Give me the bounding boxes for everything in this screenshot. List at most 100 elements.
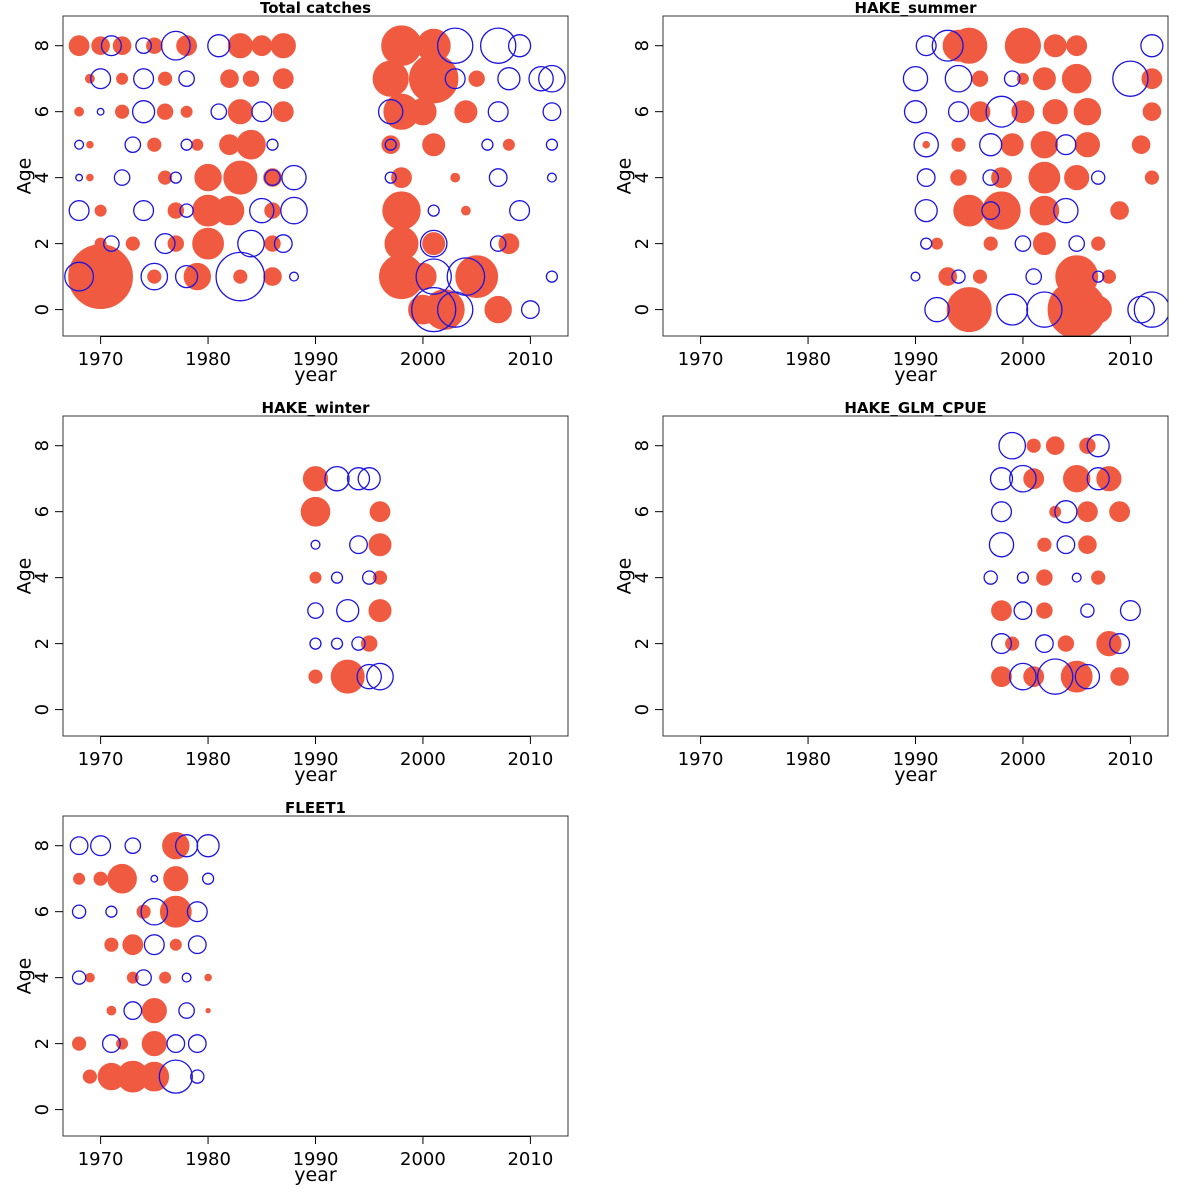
bubble-negative — [1014, 235, 1032, 252]
bubble-positive — [1023, 468, 1045, 490]
bubble-negative — [1036, 658, 1074, 695]
bubble-negative — [489, 235, 507, 252]
bubble-negative — [140, 262, 169, 291]
bubble-positive — [1036, 602, 1053, 619]
x-tick-label: 2000 — [1000, 749, 1046, 770]
bubble-negative — [140, 897, 169, 926]
bubble-negative — [90, 68, 112, 90]
bubble-negative — [336, 598, 360, 623]
bubble-negative — [1086, 434, 1110, 458]
panel-title: HAKE_GLM_CPUE — [844, 399, 986, 417]
bubble-positive — [85, 73, 95, 84]
bubble-positive — [969, 101, 991, 123]
panel-title: HAKE_winter — [262, 399, 371, 417]
bubble-positive — [214, 195, 245, 226]
bubble-negative — [910, 271, 921, 282]
bubble-positive — [468, 70, 485, 87]
bubble-negative — [1090, 170, 1106, 185]
bubble-positive — [205, 1007, 211, 1014]
bubbles — [300, 465, 394, 694]
bubble-negative — [1140, 34, 1164, 58]
bubble-negative — [1127, 295, 1155, 324]
bubble-negative — [384, 138, 397, 151]
bubble-positive — [192, 227, 225, 260]
bubble-negative — [124, 837, 142, 855]
x-axis-label: year — [894, 364, 937, 386]
bubble-negative — [190, 1069, 205, 1084]
bubble-negative — [924, 296, 950, 323]
bubble-positive — [126, 971, 139, 984]
bubble-negative — [988, 531, 1015, 558]
x-tick-label: 2000 — [400, 349, 446, 370]
bubble-positive — [147, 137, 162, 152]
bubble-negative — [207, 34, 231, 58]
y-tick-label: 8 — [32, 40, 53, 51]
bubble-positive — [1043, 34, 1067, 58]
bubble-positive — [950, 169, 967, 186]
bubble-negative — [903, 100, 928, 124]
bubble-positive — [938, 267, 958, 286]
bubble-negative — [427, 204, 440, 217]
bubble-negative — [951, 269, 966, 284]
bubble-positive — [946, 287, 992, 333]
bubble-negative — [979, 133, 1003, 157]
y-tick-label: 6 — [32, 506, 53, 517]
panel-2: HAKE_winter 1970 1980 1990 2000 2010 0 2 4 6 8 year… — [14, 399, 569, 786]
x-tick-label: 1980 — [185, 1149, 231, 1170]
bubble-negative — [436, 27, 474, 64]
bubbles — [902, 27, 1168, 336]
bubble-negative — [113, 169, 131, 186]
bubble-positive — [104, 937, 119, 952]
y-tick-label: 0 — [632, 304, 653, 315]
bubble-positive — [1029, 195, 1060, 226]
bubble-negative — [330, 571, 344, 584]
bubble-positive — [922, 140, 931, 149]
bubble-positive — [223, 160, 258, 195]
y-axis-label: Age — [14, 558, 36, 595]
bubble-positive — [1131, 135, 1151, 154]
x-tick-label: 1980 — [785, 749, 831, 770]
y-tick-label: 4 — [632, 172, 653, 183]
bubble-positive — [115, 104, 130, 119]
bubble-positive — [1091, 236, 1106, 251]
bubble-negative — [996, 293, 1029, 326]
bubble-positive — [227, 33, 253, 59]
bubble-negative — [150, 874, 159, 883]
bubble-negative — [538, 64, 566, 93]
bubble-positive — [382, 191, 421, 230]
x-tick-label: 2010 — [507, 349, 553, 370]
bubble-negative — [481, 138, 494, 151]
bubble-negative — [990, 501, 1013, 523]
bubble-negative — [361, 570, 377, 585]
bubble-positive — [1101, 269, 1117, 284]
x-axis-label: year — [294, 364, 337, 386]
y-tick-label: 4 — [32, 972, 53, 983]
bubble-positive — [1057, 635, 1075, 652]
bubble-positive — [272, 101, 294, 123]
bubble-negative — [1026, 291, 1063, 328]
bubble-positive — [141, 998, 167, 1024]
bubble-positive — [381, 135, 401, 154]
bubble-negative — [985, 95, 1018, 128]
x-tick-label: 1970 — [78, 1149, 124, 1170]
bubble-negative — [251, 101, 273, 123]
y-tick-label: 6 — [32, 906, 53, 917]
y-axis-label: Age — [614, 158, 636, 195]
x-tick-label: 1990 — [293, 749, 339, 770]
bubble-positive — [982, 191, 1021, 230]
x-tick-label: 2010 — [507, 1149, 553, 1170]
bubble-negative — [158, 1059, 193, 1094]
bubble-positive — [68, 35, 90, 57]
bubble-positive — [1000, 133, 1024, 157]
bubble-positive — [107, 863, 137, 894]
bubble-negative — [1034, 634, 1054, 654]
bubble-negative — [488, 168, 508, 188]
bubbles — [69, 832, 220, 1094]
panel-title: FLEET1 — [285, 799, 346, 817]
bubble-positive — [147, 269, 162, 284]
bubble-negative — [487, 101, 509, 123]
x-tick-label: 1980 — [185, 749, 231, 770]
bubble-positive — [372, 60, 409, 97]
bubble-negative — [444, 68, 466, 90]
